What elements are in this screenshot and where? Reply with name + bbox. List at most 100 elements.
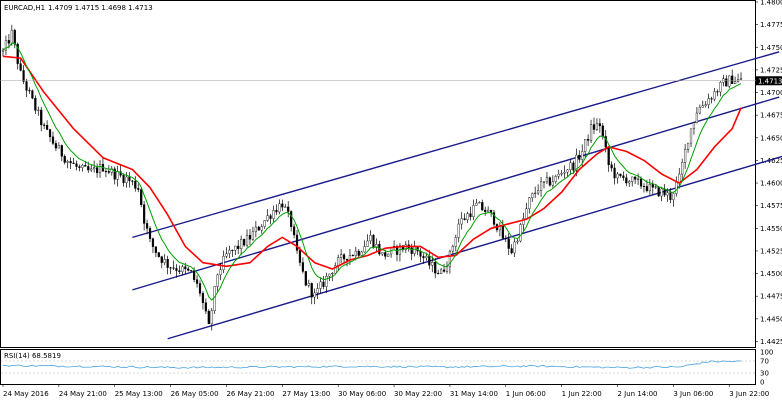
- candle-body: [610, 164, 613, 169]
- candle-body: [422, 256, 425, 259]
- candle-body: [628, 181, 631, 184]
- candle-body: [281, 203, 284, 208]
- candle-body: [48, 129, 52, 138]
- candle-body: [166, 259, 169, 268]
- candle-body: [695, 112, 698, 123]
- candle-body: [681, 162, 684, 175]
- candle-body: [63, 156, 66, 163]
- candle-body: [154, 246, 157, 253]
- candle-body: [207, 310, 210, 324]
- x-tick-label: 2 Jun 14:00: [618, 390, 658, 398]
- candle-body: [157, 252, 160, 257]
- candle-body: [466, 213, 469, 220]
- candle-body: [492, 212, 496, 225]
- candle-body: [648, 184, 651, 192]
- candle-body: [728, 75, 731, 87]
- candle-body: [463, 218, 466, 220]
- candle-body: [639, 178, 643, 187]
- x-tick-label: 30 May 22:00: [394, 390, 442, 398]
- x-tick-label: 3 Jun 22:00: [729, 390, 769, 398]
- candle-body: [589, 124, 593, 141]
- y-tick-label: 1.4575: [760, 202, 782, 210]
- candle-body: [242, 239, 246, 246]
- ohlc-label: 1.4709 1.4715 1.4698 1.4713: [48, 4, 153, 12]
- candle-body: [684, 149, 687, 163]
- candle-body: [31, 90, 34, 99]
- rsi-line: [2, 360, 742, 369]
- candle-body: [213, 286, 216, 312]
- candle-body: [736, 79, 740, 82]
- rsi-series: [2, 360, 742, 369]
- candle-body: [125, 176, 128, 183]
- candle-body: [313, 292, 316, 298]
- candle-body: [25, 81, 28, 91]
- candle-body: [613, 167, 616, 179]
- candle-body: [193, 270, 196, 280]
- candle-body: [581, 151, 584, 160]
- candle-body: [340, 254, 343, 258]
- candle-body: [554, 176, 557, 182]
- candle-body: [698, 107, 701, 114]
- channel-lines[interactable]: [132, 51, 782, 340]
- candle-body: [410, 247, 413, 254]
- candle-body: [545, 177, 549, 183]
- candle-body: [151, 238, 155, 247]
- candle-body: [175, 268, 178, 271]
- x-tick-label: 24 May 21:00: [59, 390, 107, 398]
- y-tick-label: 1.4675: [760, 112, 782, 120]
- candle-body: [143, 204, 146, 224]
- rsi-panel-frame: [0, 349, 756, 385]
- y-axis: 1.4800 1.4775 1.4750 1.4725 1.4700 1.4675 1.46…: [755, 0, 782, 346]
- candle-body: [234, 245, 237, 251]
- candle-body: [631, 176, 634, 182]
- candle-body: [301, 262, 305, 272]
- candle-body: [272, 210, 275, 219]
- y-tick-label: 1.4775: [760, 21, 782, 29]
- candle-body: [316, 288, 319, 294]
- candle-body: [481, 202, 484, 211]
- candle-body: [663, 188, 666, 196]
- x-tick-label: 1 Jun 22:00: [562, 390, 602, 398]
- candle-body: [90, 168, 93, 171]
- candle-body: [686, 142, 690, 150]
- candle-body: [116, 171, 119, 180]
- candle-body: [557, 173, 560, 177]
- y-tick-label: 1.4600: [760, 180, 782, 188]
- candle-body: [578, 154, 581, 160]
- y-tick-label: 1.4700: [760, 89, 782, 97]
- symbol-label: EURCAD,H1: [4, 4, 45, 12]
- main-plot-frame: [0, 0, 756, 348]
- channel-line-lower[interactable]: [167, 147, 782, 340]
- x-tick-label: 26 May 05:00: [171, 390, 219, 398]
- candle-body: [510, 248, 513, 254]
- candle-body: [107, 171, 110, 173]
- candle-body: [516, 240, 519, 243]
- candle-body: [34, 97, 37, 111]
- candle-body: [451, 246, 454, 252]
- x-tick-label: 30 May 06:00: [338, 390, 386, 398]
- channel-line-middle[interactable]: [132, 96, 780, 291]
- candle-body: [442, 269, 446, 272]
- candle-body: [448, 250, 452, 268]
- candle-body: [275, 210, 278, 213]
- candle-body: [1, 49, 5, 52]
- candle-body: [260, 226, 263, 231]
- candle-body: [651, 184, 654, 188]
- candle-body: [98, 163, 102, 174]
- candle-body: [563, 171, 566, 174]
- candle-body: [195, 279, 199, 284]
- candle-body: [201, 293, 205, 303]
- candle-body: [46, 125, 49, 130]
- candle-body: [654, 186, 657, 188]
- candle-body: [354, 250, 357, 256]
- candle-body: [598, 123, 601, 127]
- candle-body: [431, 262, 434, 266]
- candle-body: [178, 270, 181, 272]
- candle-body: [710, 98, 713, 100]
- candle-body: [328, 273, 331, 277]
- candle-body: [263, 220, 266, 227]
- candle-body: [95, 167, 99, 174]
- channel-line-upper[interactable]: [132, 51, 780, 239]
